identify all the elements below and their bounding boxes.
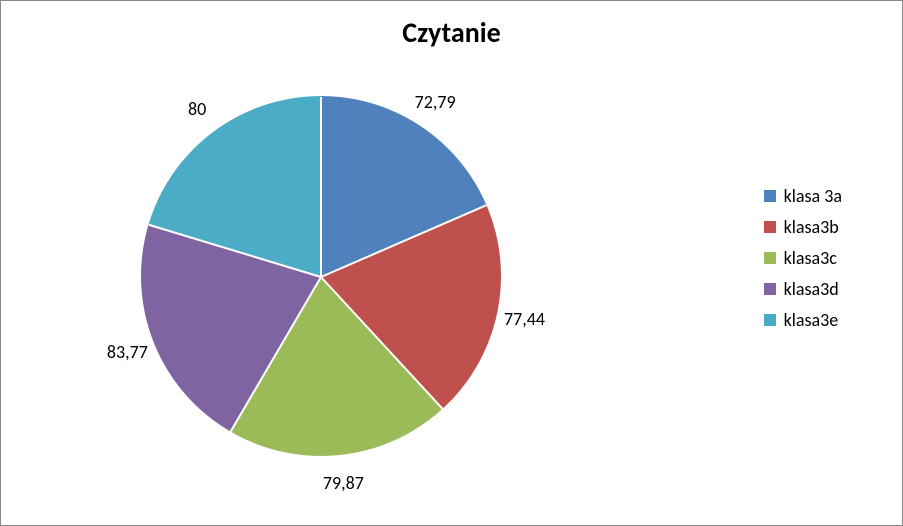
slice-label: 79,87 — [323, 472, 364, 494]
slice-label: 83,77 — [107, 341, 148, 363]
chart-title: Czytanie — [1, 15, 902, 50]
legend-label: klasa3b — [784, 216, 839, 238]
legend-swatch — [764, 190, 776, 202]
legend-label: klasa3c — [784, 247, 837, 269]
legend: klasa 3a klasa3b klasa3c klasa3d klasa3e — [764, 176, 842, 340]
legend-item: klasa3b — [764, 216, 842, 238]
slice-label: 72,79 — [415, 91, 456, 113]
legend-swatch — [764, 252, 776, 264]
legend-swatch — [764, 314, 776, 326]
legend-label: klasa3d — [784, 278, 839, 300]
legend-item: klasa 3a — [764, 185, 842, 207]
legend-item: klasa3d — [764, 278, 842, 300]
legend-label: klasa 3a — [784, 185, 842, 207]
slice-label: 77,44 — [504, 308, 545, 330]
legend-label: klasa3e — [784, 309, 839, 331]
chart-frame: Czytanie 72,7977,4479,8783,7780 klasa 3a… — [0, 0, 903, 526]
slice-label: 80 — [188, 98, 206, 120]
legend-item: klasa3c — [764, 247, 842, 269]
pie-chart: 72,7977,4479,8783,7780 — [141, 96, 501, 456]
legend-item: klasa3e — [764, 309, 842, 331]
legend-swatch — [764, 283, 776, 295]
slice-border — [320, 97, 322, 277]
legend-swatch — [764, 221, 776, 233]
